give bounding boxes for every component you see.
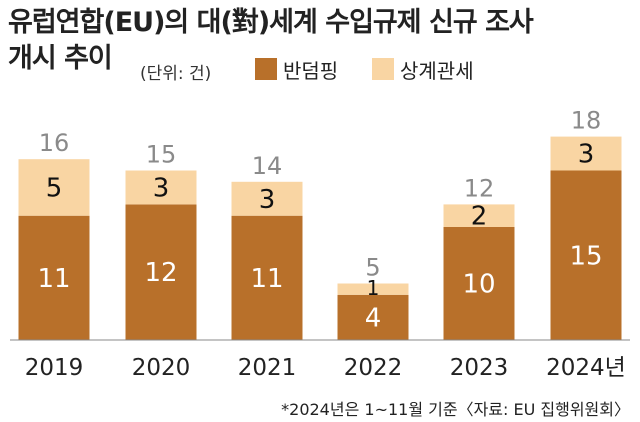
legend-swatch-anti-dumping (255, 58, 277, 80)
total-label-2020: 15 (146, 141, 177, 169)
data-label-anti-dumping-2020: 12 (144, 258, 177, 288)
data-label-countervailing-2023: 2 (471, 202, 488, 232)
data-label-anti-dumping-2019: 11 (37, 264, 70, 294)
data-label-countervailing-2021: 3 (259, 185, 276, 215)
bar-anti-dumping-2022 (337, 294, 409, 340)
bar-countervailing-2020 (125, 170, 197, 205)
bar-countervailing-2021 (231, 181, 303, 216)
legend-item-anti-dumping: 반덤핑 (255, 57, 339, 83)
bar-countervailing-2024년 (550, 136, 622, 171)
data-label-anti-dumping-2022: 4 (365, 303, 382, 333)
total-label-2021: 14 (252, 152, 283, 180)
x-tick-label-2024년: 2024년 (546, 355, 626, 381)
data-label-countervailing-2020: 3 (153, 173, 170, 203)
x-tick-label-2023: 2023 (450, 355, 509, 381)
bar-countervailing-2023 (443, 204, 515, 227)
total-label-2023: 12 (464, 174, 495, 202)
x-tick-label-2020: 2020 (132, 355, 191, 381)
x-tick-label-2019: 2019 (25, 355, 84, 381)
x-tick-label-2021: 2021 (238, 355, 297, 381)
data-label-anti-dumping-2023: 10 (462, 270, 495, 300)
data-label-anti-dumping-2021: 11 (250, 264, 283, 294)
bar-anti-dumping-2024년 (550, 170, 622, 340)
bar-countervailing-2019 (18, 159, 90, 216)
bar-anti-dumping-2021 (231, 215, 303, 340)
data-label-countervailing-2022: 1 (367, 276, 380, 300)
bar-anti-dumping-2023 (443, 227, 515, 340)
legend-label-countervailing: 상계관세 (400, 58, 474, 83)
footnote: *2024년은 1~11월 기준〈자료: EU 집행위원회〉 (281, 400, 630, 419)
chart-title: 유럽연합(EU)의 대(對)세계 수입규제 신규 조사 (8, 7, 534, 38)
unit-label: (단위: 건) (140, 64, 212, 84)
chart-title-line2: 개시 추이 (8, 43, 113, 74)
total-label-2024년: 18 (571, 107, 602, 135)
x-tick-label-2022: 2022 (344, 355, 403, 381)
data-label-anti-dumping-2024년: 15 (569, 241, 602, 271)
total-label-2019: 16 (39, 129, 70, 157)
total-label-2022: 5 (365, 254, 380, 282)
bar-anti-dumping-2020 (125, 204, 197, 340)
legend-item-countervailing: 상계관세 (372, 57, 474, 83)
bar-anti-dumping-2019 (18, 215, 90, 340)
bar-countervailing-2022 (337, 283, 409, 295)
data-label-countervailing-2024년: 3 (578, 140, 595, 170)
legend-label-anti-dumping: 반덤핑 (283, 58, 339, 83)
data-label-countervailing-2019: 5 (46, 173, 63, 203)
legend-swatch-countervailing (372, 58, 394, 80)
